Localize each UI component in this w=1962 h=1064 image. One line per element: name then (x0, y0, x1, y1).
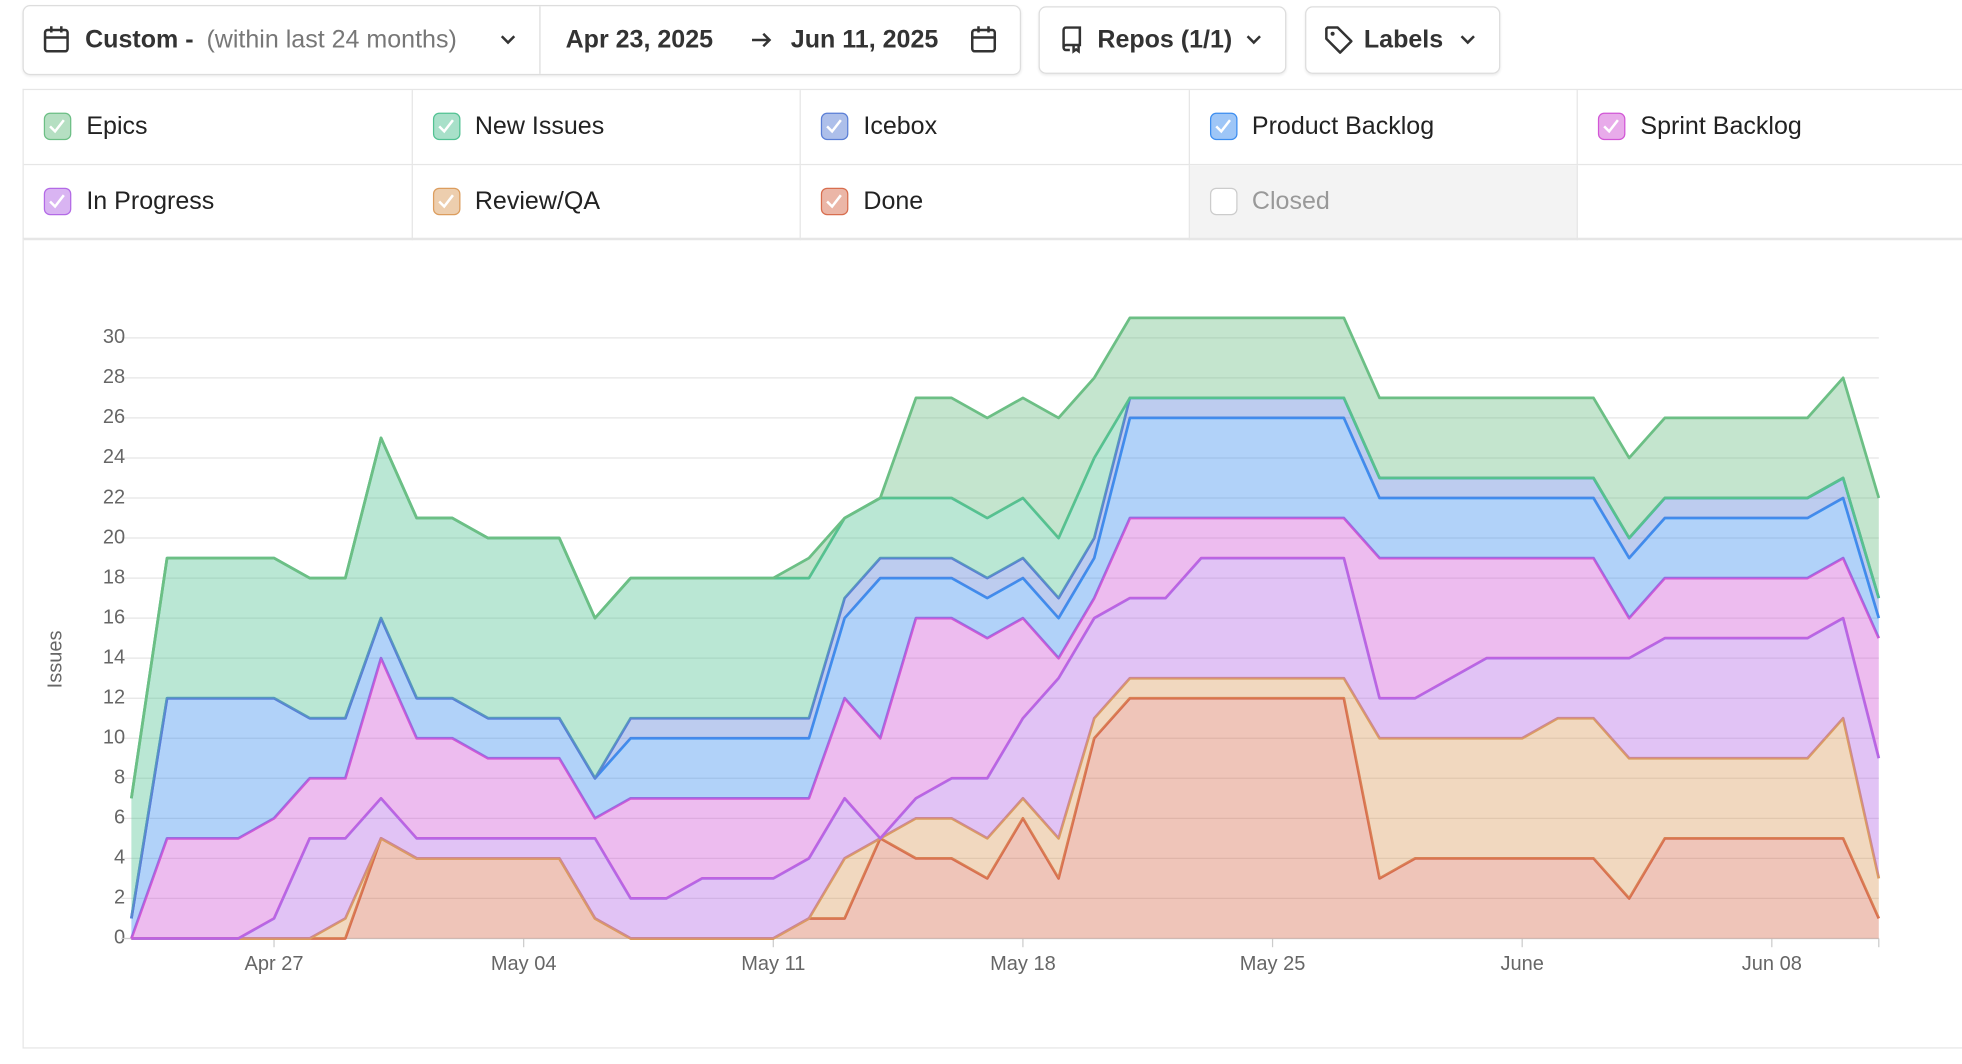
legend-item[interactable]: In Progress (23, 165, 413, 241)
legend-item[interactable]: Review/QA (412, 165, 801, 241)
x-tick-label: May 11 (741, 953, 805, 975)
legend-item[interactable]: Epics (23, 90, 413, 166)
end-date[interactable]: Jun 11, 2025 (790, 26, 939, 54)
y-tick-label: 24 (103, 446, 125, 468)
calendar-icon (43, 26, 69, 53)
repo-icon (1062, 26, 1082, 54)
y-tick-label: 22 (103, 486, 125, 508)
y-tick-label: 12 (103, 686, 125, 708)
date-range-picker[interactable] (22, 5, 1022, 76)
repos-label: Repos (1/1) (1097, 26, 1233, 54)
y-tick-label: 18 (103, 566, 125, 588)
y-tick-label: 8 (114, 767, 125, 789)
checkbox[interactable] (820, 112, 849, 141)
divider (539, 6, 541, 74)
area-fill (131, 397, 1879, 919)
legend-item (1577, 165, 1962, 241)
chevron (500, 35, 516, 45)
y-tick-label: 10 (103, 727, 125, 749)
legend-item[interactable]: Icebox (800, 90, 1190, 166)
checkbox[interactable] (432, 112, 460, 141)
y-tick-label: 2 (114, 887, 125, 909)
y-tick-label: 6 (114, 807, 125, 829)
x-tick-label: Apr 27 (245, 953, 304, 975)
arrow-icon (752, 32, 772, 48)
checkbox[interactable] (1209, 112, 1237, 141)
legend-item[interactable]: Done (800, 165, 1190, 241)
area-fill (131, 317, 1879, 799)
y-tick-label: 0 (114, 927, 125, 949)
area-line (131, 676, 1881, 940)
legend-item[interactable]: Sprint Backlog (1577, 90, 1962, 166)
legend-label: Epics (86, 112, 148, 141)
legend-item[interactable]: New Issues (412, 90, 801, 166)
chart-panel (22, 237, 1962, 1049)
legend: Epics New Issues Icebox Product Backlog Spri… (22, 88, 1962, 241)
checkbox[interactable] (432, 187, 460, 216)
chevron (1460, 35, 1475, 45)
chevron (1246, 35, 1261, 45)
y-tick-label: 30 (103, 326, 125, 348)
y-tick-label: 16 (103, 606, 125, 628)
y-tick-label: 14 (103, 646, 125, 668)
area-fill (131, 698, 1879, 939)
area-line (130, 316, 1881, 799)
x-tick-label: May 25 (1240, 953, 1306, 975)
area-fill (131, 518, 1879, 939)
range-hint: (within last 24 months) (206, 26, 457, 54)
y-axis-label: Issues (45, 630, 67, 688)
start-date[interactable]: Apr 23, 2025 (565, 26, 714, 54)
checkbox[interactable] (43, 187, 72, 216)
legend-label: Done (863, 187, 924, 216)
y-tick-label: 20 (103, 526, 125, 548)
y-tick-label: 28 (103, 366, 125, 388)
range-label: Custom - (85, 26, 194, 54)
legend-label: New Issues (474, 112, 605, 141)
legend-label: Product Backlog (1251, 112, 1435, 141)
legend-item[interactable]: Closed (1189, 165, 1578, 241)
area-line (130, 516, 1881, 939)
legend-item[interactable]: Product Backlog (1189, 90, 1578, 166)
checkbox[interactable] (1597, 112, 1626, 141)
checkbox[interactable] (820, 187, 849, 216)
tag-icon (1325, 26, 1353, 54)
checkbox[interactable] (1209, 187, 1237, 216)
area-fill (131, 417, 1879, 939)
area-line (131, 556, 1881, 940)
x-tick-label: May 18 (990, 953, 1056, 975)
checkbox[interactable] (43, 112, 72, 141)
legend-label: Sprint Backlog (1640, 112, 1802, 141)
x-tick-label: June (1500, 953, 1543, 975)
y-tick-label: 26 (103, 406, 125, 428)
legend-label: In Progress (86, 187, 215, 216)
calendar-icon (970, 26, 997, 53)
area-fill (131, 678, 1879, 939)
labels-label: Labels (1363, 26, 1444, 54)
labels-button[interactable] (1305, 6, 1501, 74)
legend-label: Review/QA (474, 187, 601, 216)
legend-label: Icebox (863, 112, 938, 141)
x-tick-label: May 04 (491, 953, 557, 975)
legend-label: Closed (1251, 187, 1330, 216)
y-tick-label: 4 (114, 847, 125, 869)
x-tick-label: Jun 08 (1742, 953, 1802, 975)
